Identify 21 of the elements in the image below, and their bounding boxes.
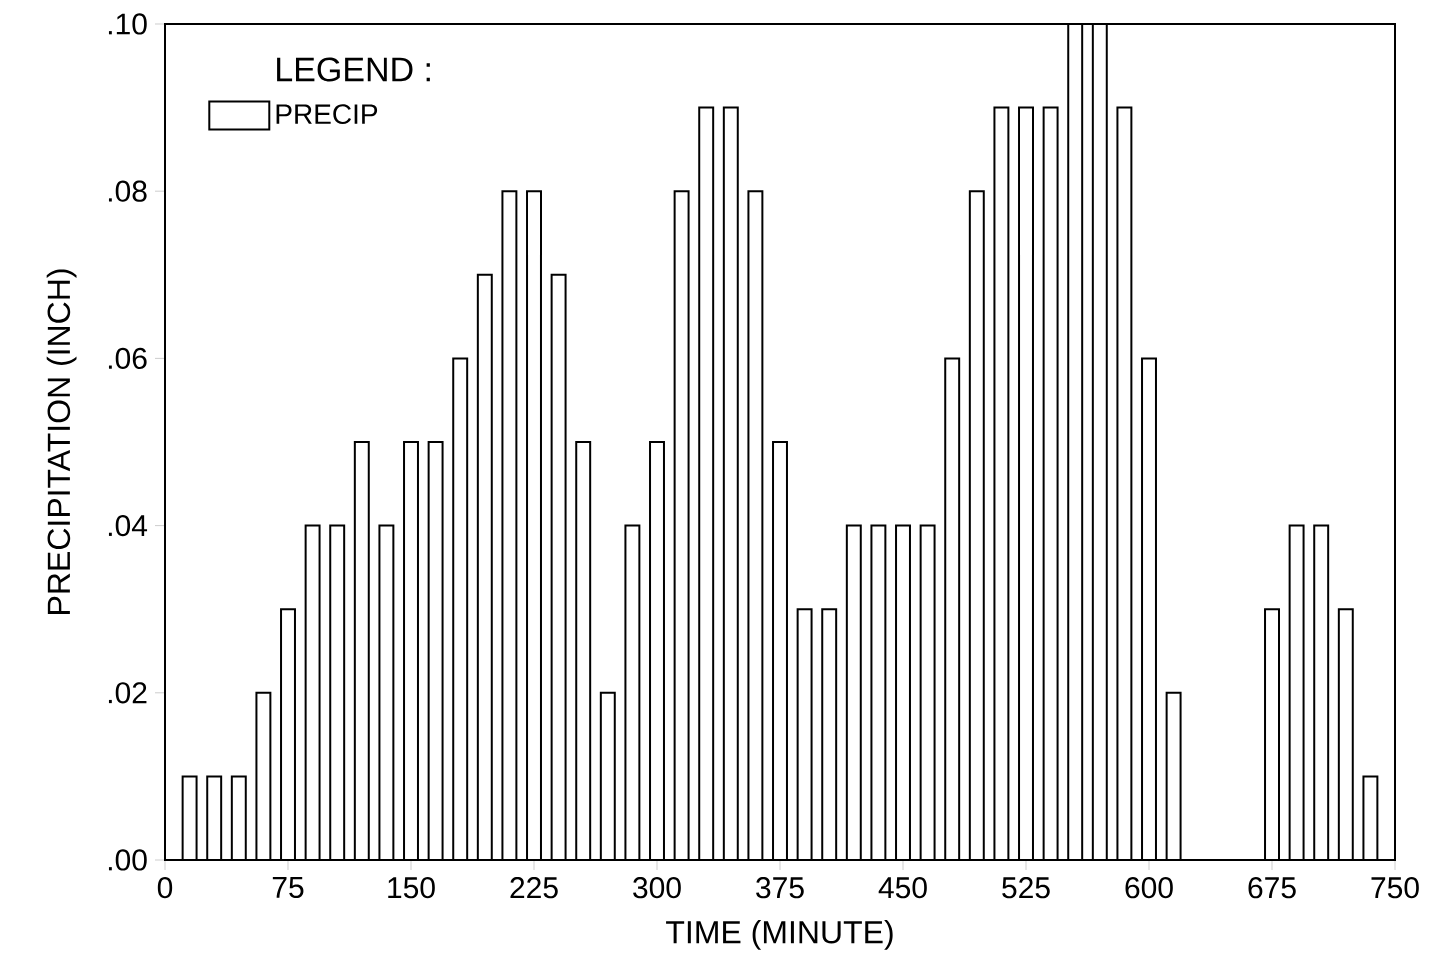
x-tick-label: 450 xyxy=(878,877,927,899)
y-tick-label: .00 xyxy=(108,849,147,871)
x-tick-label: 375 xyxy=(756,877,804,899)
y-axis-title: PRECIPITATION (INCH) xyxy=(46,269,77,614)
legend-label: PRECIP xyxy=(276,104,378,125)
x-tick-label: 0 xyxy=(157,877,173,899)
x-tick-label: 600 xyxy=(1125,877,1173,899)
legend-title: LEGEND : xyxy=(277,57,430,82)
x-tick-label: 300 xyxy=(633,877,681,899)
y-tick-label: .04 xyxy=(108,514,148,537)
y-tick-label: .02 xyxy=(108,682,147,704)
x-tick-label: 75 xyxy=(272,877,304,898)
x-tick-label: 225 xyxy=(510,877,558,899)
y-tick-label: .08 xyxy=(108,180,147,202)
x-tick-label: 750 xyxy=(1371,877,1419,899)
x-tick-label: 675 xyxy=(1248,877,1296,899)
x-axis-title: TIME (MINUTE) xyxy=(666,920,893,950)
x-tick-label: 150 xyxy=(388,877,435,899)
x-tick-label: 525 xyxy=(1002,877,1050,899)
y-tick-label: .10 xyxy=(108,13,147,35)
y-tick-label: .06 xyxy=(108,347,147,370)
